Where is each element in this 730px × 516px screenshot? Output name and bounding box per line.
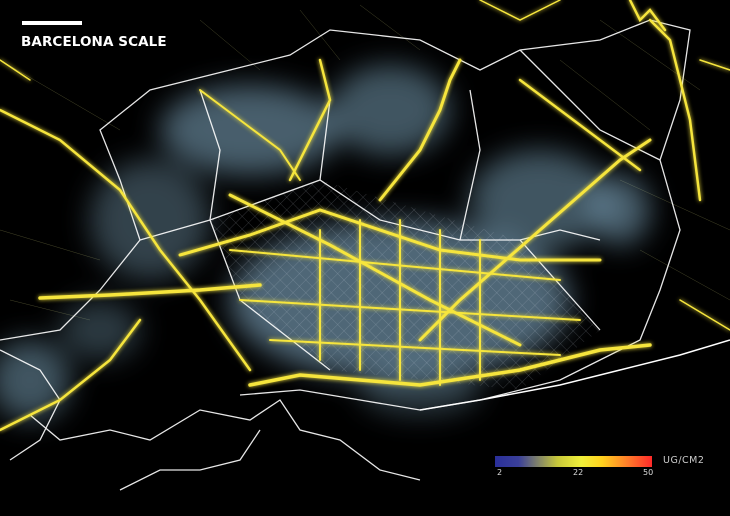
legend-gradient-bar bbox=[495, 456, 652, 467]
coastline bbox=[419, 339, 730, 411]
legend-unit: UG/CM2 bbox=[663, 455, 705, 466]
color-legend: 2 22 50 bbox=[495, 456, 655, 486]
outer-street-texture bbox=[0, 4, 730, 321]
legend-tick-max: 50 bbox=[643, 468, 654, 477]
scale-bar bbox=[22, 21, 82, 25]
map-title: BARCELONA SCALE bbox=[21, 34, 167, 50]
legend-tick-min: 2 bbox=[497, 468, 503, 477]
legend-tick-mid: 22 bbox=[573, 468, 584, 477]
main-roads bbox=[0, 0, 730, 432]
